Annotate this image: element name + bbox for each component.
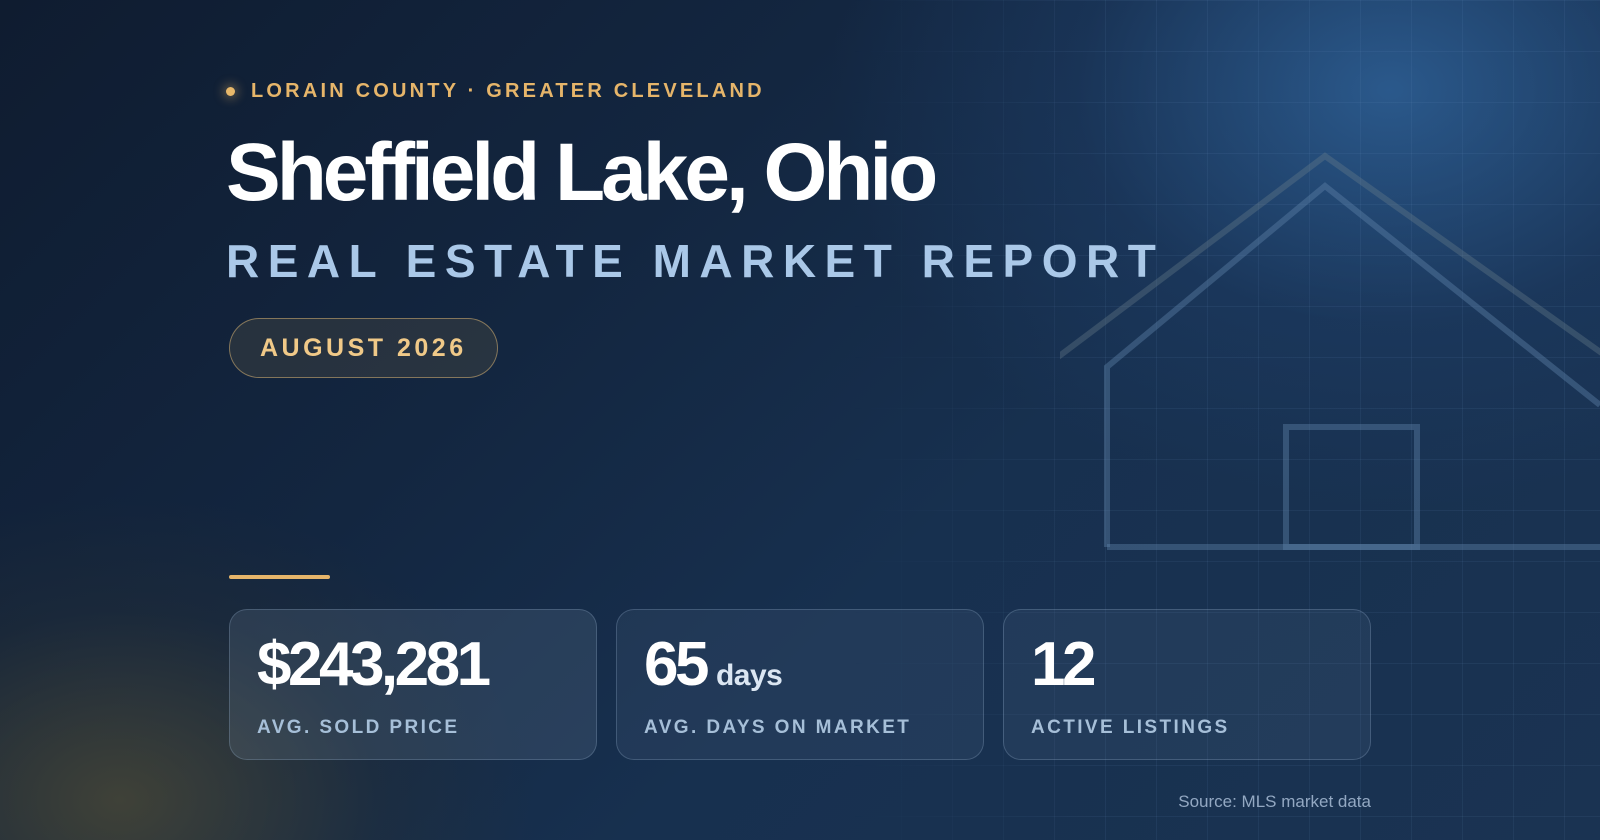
stat-card-active-listings: 12 ACTIVE LISTINGS	[1003, 609, 1371, 760]
house-outline-icon	[1060, 152, 1600, 550]
stat-value: 65	[644, 630, 709, 699]
background-grid	[850, 0, 1600, 840]
stat-label: AVG. SOLD PRICE	[257, 717, 460, 738]
accent-divider	[229, 575, 330, 579]
source-note: Source: MLS market data	[1178, 792, 1371, 811]
page-title: Sheffield Lake, Ohio	[226, 127, 938, 218]
stat-unit: days	[715, 659, 783, 692]
stat-card-avg-sold-price: $243,281 AVG. SOLD PRICE	[229, 609, 597, 760]
stat-label: ACTIVE LISTINGS	[1031, 717, 1230, 738]
stat-label: AVG. DAYS ON MARKET	[644, 717, 912, 738]
region-kicker: LORAIN COUNTY · GREATER CLEVELAND	[226, 80, 765, 103]
stat-card-avg-days-on-market: 65 days AVG. DAYS ON MARKET	[616, 609, 984, 760]
stats-row: $243,281 AVG. SOLD PRICE 65 days AVG. DA…	[229, 609, 1371, 760]
dot-icon	[226, 87, 235, 96]
report-period-label: AUGUST 2026	[260, 333, 467, 362]
region-label: LORAIN COUNTY · GREATER CLEVELAND	[251, 80, 765, 102]
stat-value: 12	[1031, 630, 1096, 699]
report-subtitle: REAL ESTATE MARKET REPORT	[226, 235, 1165, 287]
report-period-badge: AUGUST 2026	[229, 318, 498, 378]
stat-value: $243,281	[257, 630, 491, 699]
